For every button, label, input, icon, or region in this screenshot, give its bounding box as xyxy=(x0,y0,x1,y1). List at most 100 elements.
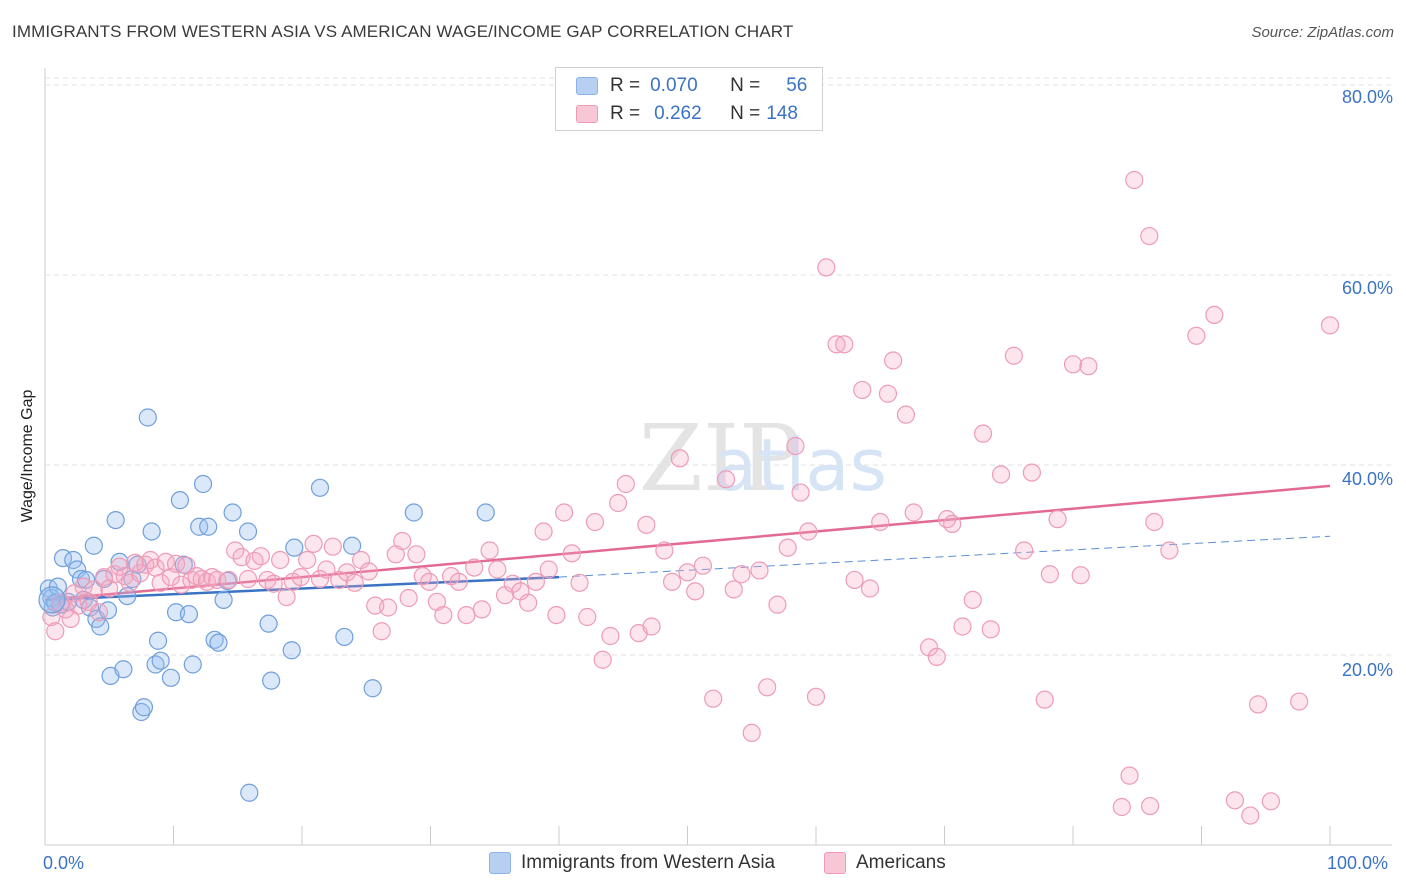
legend-swatch-pink xyxy=(824,852,846,874)
point-americans xyxy=(317,560,336,579)
point-western-asia xyxy=(134,698,154,717)
source-credit: Source: ZipAtlas.com xyxy=(1251,24,1394,41)
watermark-atlas: atlas xyxy=(713,423,887,507)
point-americans xyxy=(578,607,597,627)
point-americans xyxy=(555,503,574,522)
point-americans xyxy=(686,582,705,601)
point-americans xyxy=(539,560,558,579)
point-americans xyxy=(693,556,713,575)
axes xyxy=(44,68,1392,846)
point-americans xyxy=(1035,690,1054,709)
point-western-asia xyxy=(161,668,181,687)
point-americans xyxy=(480,541,499,560)
point-americans xyxy=(1015,541,1034,560)
point-americans xyxy=(778,538,797,557)
point-western-asia xyxy=(193,474,213,494)
point-americans xyxy=(1120,766,1139,785)
point-americans xyxy=(151,573,170,592)
point-western-asia xyxy=(68,560,87,579)
point-americans xyxy=(100,579,119,598)
point-americans xyxy=(799,522,818,541)
point-americans xyxy=(616,474,635,494)
point-americans xyxy=(562,544,581,563)
point-americans xyxy=(1140,796,1160,816)
point-americans xyxy=(187,567,206,586)
legend-item-western-asia[interactable]: Immigrants from Western Asia xyxy=(489,852,775,874)
point-americans xyxy=(251,547,270,566)
point-americans xyxy=(1063,355,1083,374)
point-americans xyxy=(399,588,418,608)
legend-n-label: N = xyxy=(730,75,761,96)
point-americans xyxy=(465,558,484,577)
point-western-asia xyxy=(80,598,100,617)
point-western-asia xyxy=(84,536,103,555)
point-americans xyxy=(291,567,310,587)
trend-western-asia xyxy=(44,575,560,602)
point-americans xyxy=(981,620,1000,639)
point-americans xyxy=(372,622,391,641)
legend-n-value: 56 xyxy=(786,75,808,96)
point-americans xyxy=(1225,791,1245,810)
point-americans xyxy=(238,569,258,589)
point-americans xyxy=(963,590,982,610)
point-americans xyxy=(1261,792,1280,811)
point-western-asia xyxy=(262,671,281,690)
point-americans xyxy=(503,574,522,593)
point-americans xyxy=(110,557,129,576)
point-americans xyxy=(304,534,323,553)
point-americans xyxy=(991,465,1011,484)
point-americans xyxy=(1071,566,1090,585)
chart-title: IMMIGRANTS FROM WESTERN ASIA VS AMERICAN… xyxy=(12,22,794,41)
point-western-asia xyxy=(151,651,170,670)
legend-item-americans[interactable]: Americans xyxy=(824,852,946,874)
point-americans xyxy=(1160,541,1179,560)
point-americans xyxy=(534,522,553,541)
point-americans xyxy=(89,603,109,622)
point-americans xyxy=(526,572,545,591)
point-western-asia xyxy=(98,601,118,620)
point-americans xyxy=(883,351,903,370)
legend-swatch-blue xyxy=(489,852,511,874)
point-western-asia xyxy=(132,702,151,722)
point-americans xyxy=(1241,806,1260,825)
data-points xyxy=(38,170,1340,825)
point-americans xyxy=(1320,316,1340,335)
point-americans xyxy=(434,605,453,625)
point-americans xyxy=(172,575,191,594)
legend-row-americans: R = 0.262 N = 148 xyxy=(556,100,798,128)
point-americans xyxy=(786,436,805,456)
point-americans xyxy=(1004,346,1023,365)
point-americans xyxy=(449,572,468,591)
point-americans xyxy=(271,550,290,570)
point-western-asia xyxy=(179,605,199,624)
y-axis-label: Wage/Income Gap xyxy=(19,389,36,523)
point-americans xyxy=(878,384,898,403)
point-americans xyxy=(662,572,682,591)
y-tick-label: 40.0% xyxy=(1341,469,1393,489)
point-western-asia xyxy=(310,478,330,497)
point-western-asia xyxy=(238,522,258,541)
legend-series-name: Immigrants from Western Asia xyxy=(521,852,776,873)
point-americans xyxy=(817,258,836,277)
point-americans xyxy=(488,560,507,579)
point-americans xyxy=(407,545,426,564)
point-western-asia xyxy=(285,538,304,557)
point-americans xyxy=(758,678,777,697)
point-americans xyxy=(655,541,674,560)
point-western-asia xyxy=(183,655,202,674)
point-americans xyxy=(1140,226,1159,246)
point-americans xyxy=(95,567,114,587)
point-western-asia xyxy=(91,617,110,636)
legend-swatch-pink xyxy=(576,105,598,123)
point-western-asia xyxy=(118,586,137,606)
point-western-asia xyxy=(148,631,168,650)
point-americans xyxy=(806,687,826,706)
point-americans xyxy=(742,723,761,743)
point-western-asia xyxy=(114,660,133,679)
point-americans xyxy=(704,689,723,708)
point-americans xyxy=(732,565,751,584)
point-americans xyxy=(69,596,88,615)
point-western-asia xyxy=(214,590,233,610)
point-western-asia xyxy=(209,633,228,652)
